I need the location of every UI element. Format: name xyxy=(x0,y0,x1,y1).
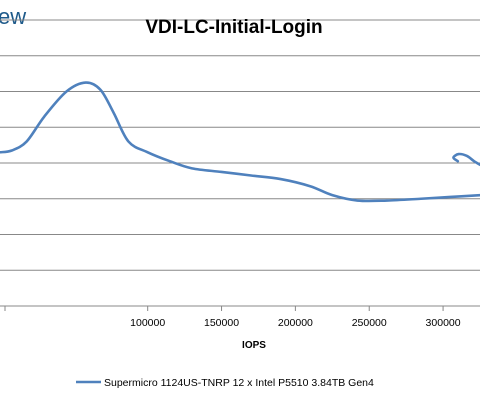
x-tick-label: 250000 xyxy=(352,317,387,329)
series-line-1 xyxy=(0,81,480,203)
x-tick-label: 100000 xyxy=(130,317,165,329)
x-axis-label: IOPS xyxy=(242,340,266,351)
series-lines xyxy=(0,81,480,203)
series-line-2 xyxy=(452,152,480,167)
brand-logo-fragment: ew xyxy=(0,4,27,29)
grid-lines xyxy=(0,19,480,271)
x-tick-label: 300000 xyxy=(426,317,461,329)
legend-label: Supermicro 1124US-TNRP 12 x Intel P5510 … xyxy=(104,377,374,389)
legend: Supermicro 1124US-TNRP 12 x Intel P5510 … xyxy=(76,377,374,389)
x-tick-label: 150000 xyxy=(204,317,239,329)
x-tick-label: 200000 xyxy=(278,317,313,329)
chart-title: VDI-LC-Initial-Login xyxy=(145,17,322,38)
x-axis-ticks: 100000 150000 200000 250000 300000 xyxy=(4,306,461,329)
